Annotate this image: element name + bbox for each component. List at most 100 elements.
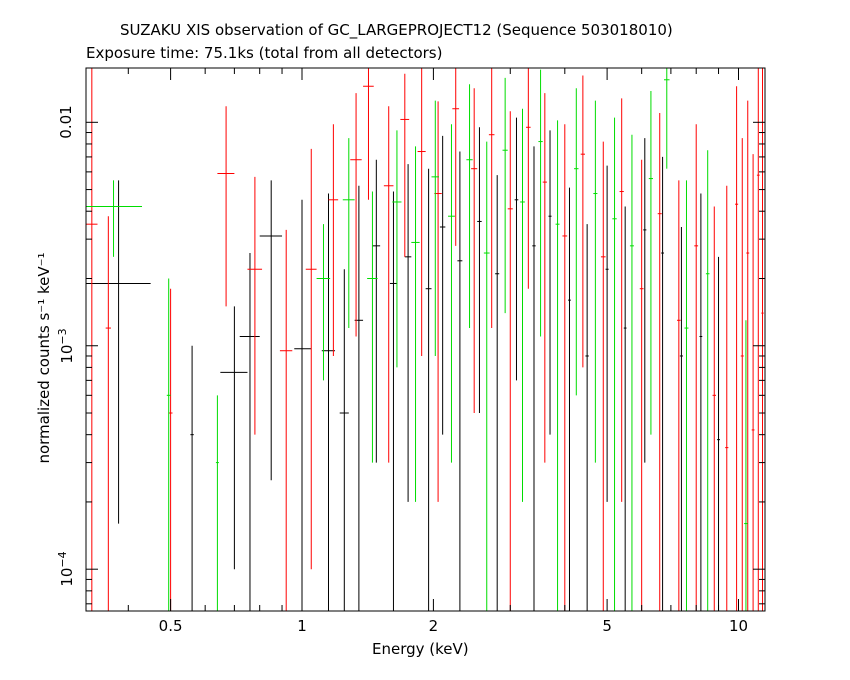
y-tick-base: 10 [58,344,76,364]
data-point [746,100,750,611]
data-point [619,98,624,502]
data-point [411,146,420,502]
data-point [305,148,317,570]
data-point [593,100,598,463]
data-point [488,68,495,329]
data-point [694,124,699,611]
data-point [684,180,689,611]
data-point [86,68,98,611]
data-point [404,164,412,502]
data-point [725,185,729,611]
data-point [648,91,654,435]
y-tick-exponent: −4 [56,551,69,568]
data-point [761,68,764,611]
data-point [279,229,293,611]
data-point [447,124,455,463]
data-point [677,180,681,611]
data-point [600,141,606,611]
data-point [639,159,644,611]
data-point [548,130,552,435]
data-point [495,175,500,611]
y-tick-label: 10−4 [56,552,76,587]
data-point [466,84,473,329]
data-point [532,146,536,611]
data-point [247,176,263,435]
data-point [417,68,426,356]
data-point [294,199,312,611]
y-axis-label: normalized counts s⁻¹ keV⁻¹ [35,252,53,464]
data-point [705,150,710,611]
data-point [389,191,397,611]
x-tick-label: 0.5 [158,617,183,635]
data-point [190,345,194,611]
data-point [699,193,703,611]
data-point [363,68,374,200]
data-point [452,68,460,246]
series-0 [86,117,721,611]
data-point [568,187,571,611]
data-point [431,100,440,356]
series-1 [86,68,764,611]
data-point [483,141,490,611]
chart-subtitle: Exposure time: 75.1ks (total from all de… [86,44,443,62]
data-point [86,180,151,524]
x-tick-label: 1 [297,617,307,635]
x-axis-label: Energy (keV) [372,640,469,658]
data-point [663,68,670,169]
data-point [555,120,560,611]
data-point [756,68,760,611]
data-point [350,93,362,337]
data-point [751,154,755,611]
data-point [744,320,748,611]
data-point [605,165,609,502]
data-point [717,256,721,611]
data-point [217,106,235,307]
data-point [612,117,617,611]
data-point [542,93,547,463]
data-point [657,113,662,611]
data-point [643,138,647,463]
data-point [239,253,260,611]
data-point [538,69,543,337]
data-point [86,180,143,257]
data-point [471,88,478,414]
data-point [679,226,683,611]
data-point [339,269,349,611]
data-point [520,108,525,502]
data-point [383,106,394,463]
data-point [316,224,331,381]
x-tick-label: 5 [602,617,612,635]
data-point [585,224,589,611]
data-point [740,138,744,611]
data-point [425,168,432,611]
data-point [735,86,739,611]
data-point [215,395,219,611]
y-tick-exponent: −3 [56,328,69,345]
data-point [367,191,378,463]
data-layer [86,68,764,611]
data-point [400,73,410,257]
axis-layer [86,68,765,611]
data-point [562,124,568,611]
y-tick-label: 0.01 [57,105,75,139]
data-point [168,288,173,611]
data-point [457,151,463,611]
data-point [166,278,171,611]
chart-title: SUZAKU XIS observation of GC_LARGEPROJEC… [120,21,673,39]
data-point [514,117,519,381]
series-2 [86,68,748,611]
x-tick-label: 10 [728,617,749,635]
x-tick-label: 2 [428,617,439,635]
data-point [372,159,381,463]
data-point [661,156,664,611]
y-tick-base: 10 [58,567,76,587]
data-point [712,206,716,611]
data-point [507,111,513,611]
data-point [259,180,283,481]
data-point [342,138,355,329]
y-tick-label: 10−3 [56,328,76,363]
data-point [392,130,402,368]
data-point [502,77,508,314]
data-point [439,135,446,435]
